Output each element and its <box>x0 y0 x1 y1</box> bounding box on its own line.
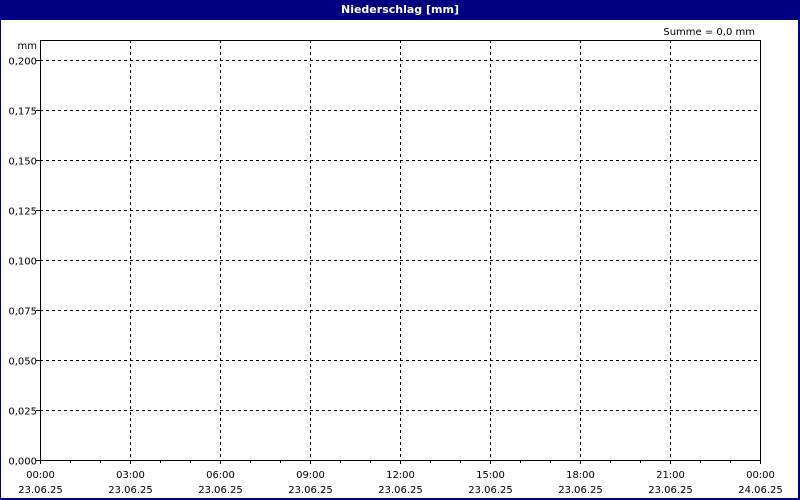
y-tick-label: 0,025 <box>8 407 37 418</box>
x-tick-time: 12:00 <box>386 470 415 481</box>
x-tick-time: 00:00 <box>746 470 775 481</box>
chart-background <box>1 20 798 498</box>
x-tick-date: 23.06.25 <box>108 485 153 496</box>
y-tick-label: 0,100 <box>8 257 37 268</box>
x-tick-date: 23.06.25 <box>288 485 333 496</box>
chart-title: Niederschlag [mm] <box>341 3 459 16</box>
x-tick-time: 09:00 <box>296 470 325 481</box>
x-tick-time: 06:00 <box>206 470 235 481</box>
x-tick-date: 23.06.25 <box>558 485 603 496</box>
x-tick-date: 23.06.25 <box>198 485 243 496</box>
y-tick-label: 0,000 <box>8 457 37 468</box>
y-tick-label: 0,150 <box>8 157 37 168</box>
x-tick-date: 23.06.25 <box>648 485 693 496</box>
x-tick-time: 18:00 <box>566 470 595 481</box>
x-tick-time: 00:00 <box>26 470 55 481</box>
y-axis-unit: mm <box>18 41 37 52</box>
y-tick-label: 0,050 <box>8 357 37 368</box>
x-tick-time: 03:00 <box>116 470 145 481</box>
x-tick-date: 23.06.25 <box>468 485 513 496</box>
x-tick-date: 23.06.25 <box>378 485 423 496</box>
sum-label: Summe = 0,0 mm <box>663 27 755 38</box>
plot-area <box>40 40 761 461</box>
x-tick-date: 23.06.25 <box>18 485 63 496</box>
x-tick-time: 21:00 <box>656 470 685 481</box>
y-tick-label: 0,075 <box>8 307 37 318</box>
y-tick-label: 0,175 <box>8 107 37 118</box>
y-tick-label: 0,200 <box>8 57 37 68</box>
x-tick-date: 24.06.25 <box>738 485 783 496</box>
y-tick-label: 0,125 <box>8 207 37 218</box>
x-tick-time: 15:00 <box>476 470 505 481</box>
